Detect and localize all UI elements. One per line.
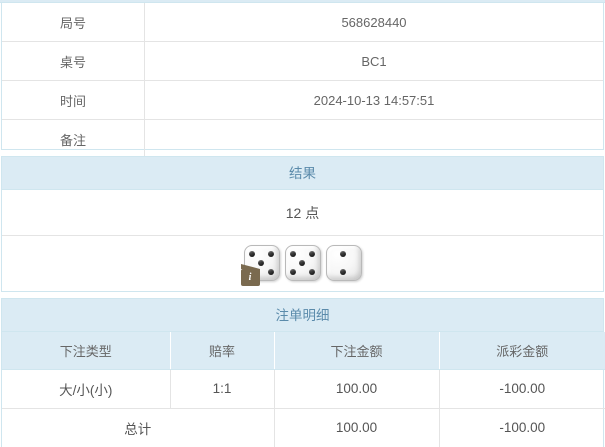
odds-value: 1:1 [170, 369, 275, 409]
total-bet-amount: 100.00 [274, 408, 440, 447]
time-label: 时间 [2, 80, 145, 120]
top-accent-strip [0, 0, 605, 3]
die-pip [290, 269, 297, 276]
table-number-label: 桌号 [2, 41, 145, 81]
die-pip [249, 250, 256, 257]
die-pip [340, 250, 347, 257]
table-header-row: 下注类型 赔率 下注金额 派彩金额 [2, 332, 605, 370]
bet-amount-value: 100.00 [274, 369, 440, 409]
table-total-row: 总计 100.00 -100.00 [2, 408, 605, 447]
die-2 [284, 245, 321, 281]
bet-detail-table: 下注类型 赔率 下注金额 派彩金额 大/小(小) 1:1 100.00 -100… [2, 332, 605, 447]
bet-detail-panel: 注单明细 下注类型 赔率 下注金额 派彩金额 大/小(小) 1:1 100.00… [1, 298, 605, 447]
die-pip [308, 269, 315, 276]
column-header-bet-amount: 下注金额 [274, 332, 440, 370]
info-badge-icon[interactable]: i [240, 264, 260, 286]
die-pip [267, 269, 274, 276]
remark-value [145, 120, 604, 159]
result-panel: 结果 12 点 i [1, 156, 604, 292]
result-points-value: 12 点 [2, 190, 603, 236]
table-row: 备注 [2, 119, 604, 159]
round-number-value: 568628440 [144, 3, 603, 42]
total-payout: -100.00 [439, 408, 605, 447]
die-pip [290, 250, 297, 257]
round-info-panel: 局号 568628440 桌号 BC1 时间 2024-10-13 14:57:… [1, 3, 604, 158]
table-number-value: BC1 [144, 41, 603, 81]
round-number-label: 局号 [2, 3, 145, 42]
die-3 [325, 245, 362, 281]
table-row: 时间 2024-10-13 14:57:51 [2, 80, 603, 120]
round-info-table: 局号 568628440 桌号 BC1 时间 2024-10-13 14:57:… [2, 3, 603, 158]
table-row: 局号 568628440 [2, 3, 603, 42]
table-row: 大/小(小) 1:1 100.00 -100.00 [2, 369, 605, 409]
die-pip [258, 259, 265, 266]
die-pip [340, 269, 347, 276]
die-pip [308, 250, 315, 257]
result-section-header: 结果 [2, 157, 603, 190]
payout-value: -100.00 [439, 369, 605, 409]
remark-label: 备注 [2, 119, 145, 158]
die-pip [267, 250, 274, 257]
table-row: 桌号 BC1 [2, 41, 603, 81]
bet-detail-section-header: 注单明细 [2, 299, 603, 332]
die-pip [299, 259, 306, 266]
time-value: 2024-10-13 14:57:51 [144, 80, 603, 120]
total-label: 总计 [2, 408, 275, 447]
column-header-bet-type: 下注类型 [2, 332, 171, 370]
column-header-odds: 赔率 [170, 332, 275, 370]
dice-group: i [2, 236, 603, 290]
column-header-payout: 派彩金额 [439, 332, 605, 370]
die-1: i [240, 245, 280, 286]
bet-type-value: 大/小(小) [2, 369, 171, 409]
